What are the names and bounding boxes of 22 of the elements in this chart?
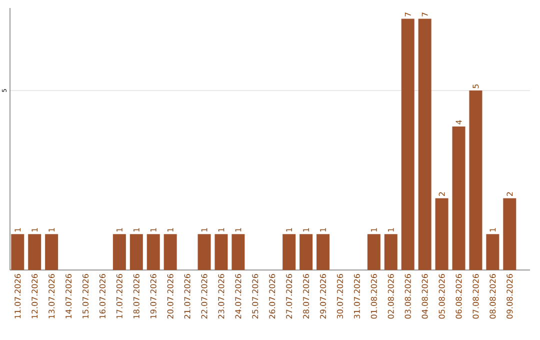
bar xyxy=(146,234,160,270)
bar xyxy=(232,234,245,270)
bar xyxy=(486,234,500,270)
bar xyxy=(198,234,211,270)
bar xyxy=(503,198,516,270)
bar xyxy=(11,234,24,270)
bar xyxy=(112,234,126,270)
bar xyxy=(164,234,177,270)
bar xyxy=(418,18,432,270)
bar xyxy=(401,18,414,270)
bar xyxy=(384,234,398,270)
bar xyxy=(282,234,296,270)
bar xyxy=(452,126,466,270)
bar xyxy=(45,234,58,270)
bar xyxy=(300,234,313,270)
bar xyxy=(316,234,330,270)
bar xyxy=(469,90,482,270)
bar xyxy=(214,234,228,270)
bar xyxy=(130,234,143,270)
bar xyxy=(367,234,380,270)
bar xyxy=(28,234,42,270)
bar xyxy=(435,198,448,270)
